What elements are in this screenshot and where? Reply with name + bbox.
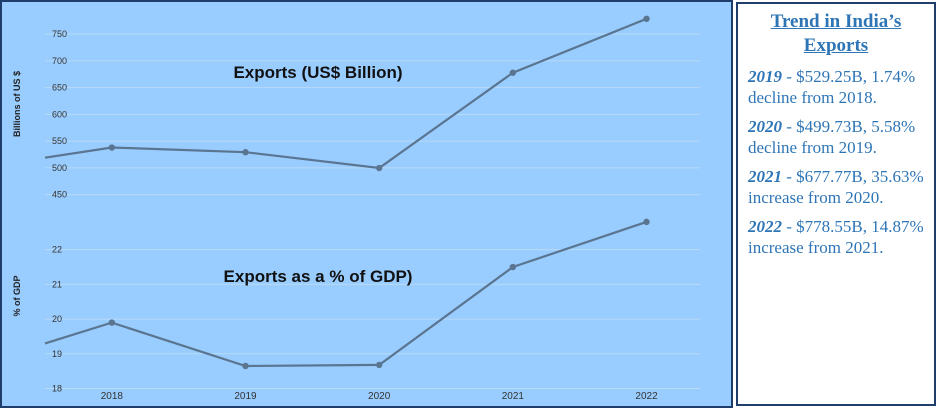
- y-tick-label: 22: [52, 245, 62, 255]
- y-tick-label: 18: [52, 384, 62, 394]
- data-point: [643, 15, 650, 22]
- series-title: Exports as a % of GDP): [224, 267, 413, 286]
- x-tick-label: 2021: [502, 391, 525, 402]
- y-tick-label: 21: [52, 279, 62, 289]
- y-tick-label: 450: [52, 190, 67, 200]
- info-entry-year: 2020: [748, 117, 782, 136]
- info-title: Trend in India’s Exports: [770, 11, 902, 56]
- y-tick-label: 20: [52, 314, 62, 324]
- data-point: [108, 319, 116, 326]
- x-tick-label: 2020: [368, 391, 391, 402]
- info-entry-2019: 2019 - $529.25B, 1.74% decline from 2018…: [748, 66, 926, 108]
- chart-panel: 450 500 550 600 650 700 750 Billions of US $ Exp…: [0, 0, 733, 408]
- info-entry-2021: 2021 - $677.77B, 35.63% increase from 20…: [748, 166, 926, 208]
- info-entry-text: - $529.25B, 1.74% decline from 2018.: [748, 67, 916, 107]
- series-line: [44, 17, 647, 170]
- data-point: [108, 144, 116, 151]
- data-point: [509, 69, 517, 76]
- data-point: [509, 263, 517, 271]
- data-point: [375, 361, 383, 369]
- y-axis-label: Billions of US $: [12, 71, 22, 137]
- info-panel: Trend in India’s Exports 2019 - $529.25B…: [736, 2, 936, 406]
- y-tick-label: 19: [52, 349, 62, 359]
- y-tick-label: 550: [52, 136, 67, 146]
- exports-chart: 450 500 550 600 650 700 750 Billions of US $ Exp…: [0, 0, 733, 408]
- data-point: [242, 362, 249, 370]
- data-point: [375, 164, 383, 172]
- info-entry-2020: 2020 - $499.73B, 5.58% decline from 2019…: [748, 116, 926, 158]
- chart-border: [0, 0, 733, 408]
- info-entry-text: - $499.73B, 5.58% decline from 2019.: [748, 117, 916, 157]
- x-tick-label: 2019: [234, 391, 257, 402]
- series-line: [44, 220, 647, 368]
- info-entry-text: - $677.77B, 35.63% increase from 2020.: [748, 167, 924, 207]
- chart-background: [0, 0, 733, 408]
- x-tick-label: 2018: [101, 391, 124, 402]
- y-tick-label: 600: [52, 109, 67, 119]
- info-entry-text: - $778.55B, 14.87% increase from 2021.: [748, 217, 924, 257]
- info-entry-year: 2022: [748, 217, 782, 236]
- info-entry-2022: 2022 - $778.55B, 14.87% increase from 20…: [748, 216, 926, 258]
- y-tick-label: 500: [52, 163, 67, 173]
- x-tick-label: 2022: [635, 391, 658, 402]
- y-axis-label: % of GDP: [12, 275, 22, 316]
- data-point: [242, 149, 249, 156]
- y-tick-label: 650: [52, 83, 67, 93]
- data-point: [643, 218, 650, 226]
- info-entry-year: 2019: [748, 67, 782, 86]
- y-tick-label: 750: [52, 29, 67, 39]
- info-entry-year: 2021: [748, 167, 782, 186]
- series-title: Exports (US$ Billion): [233, 63, 402, 82]
- y-tick-label: 700: [52, 56, 67, 66]
